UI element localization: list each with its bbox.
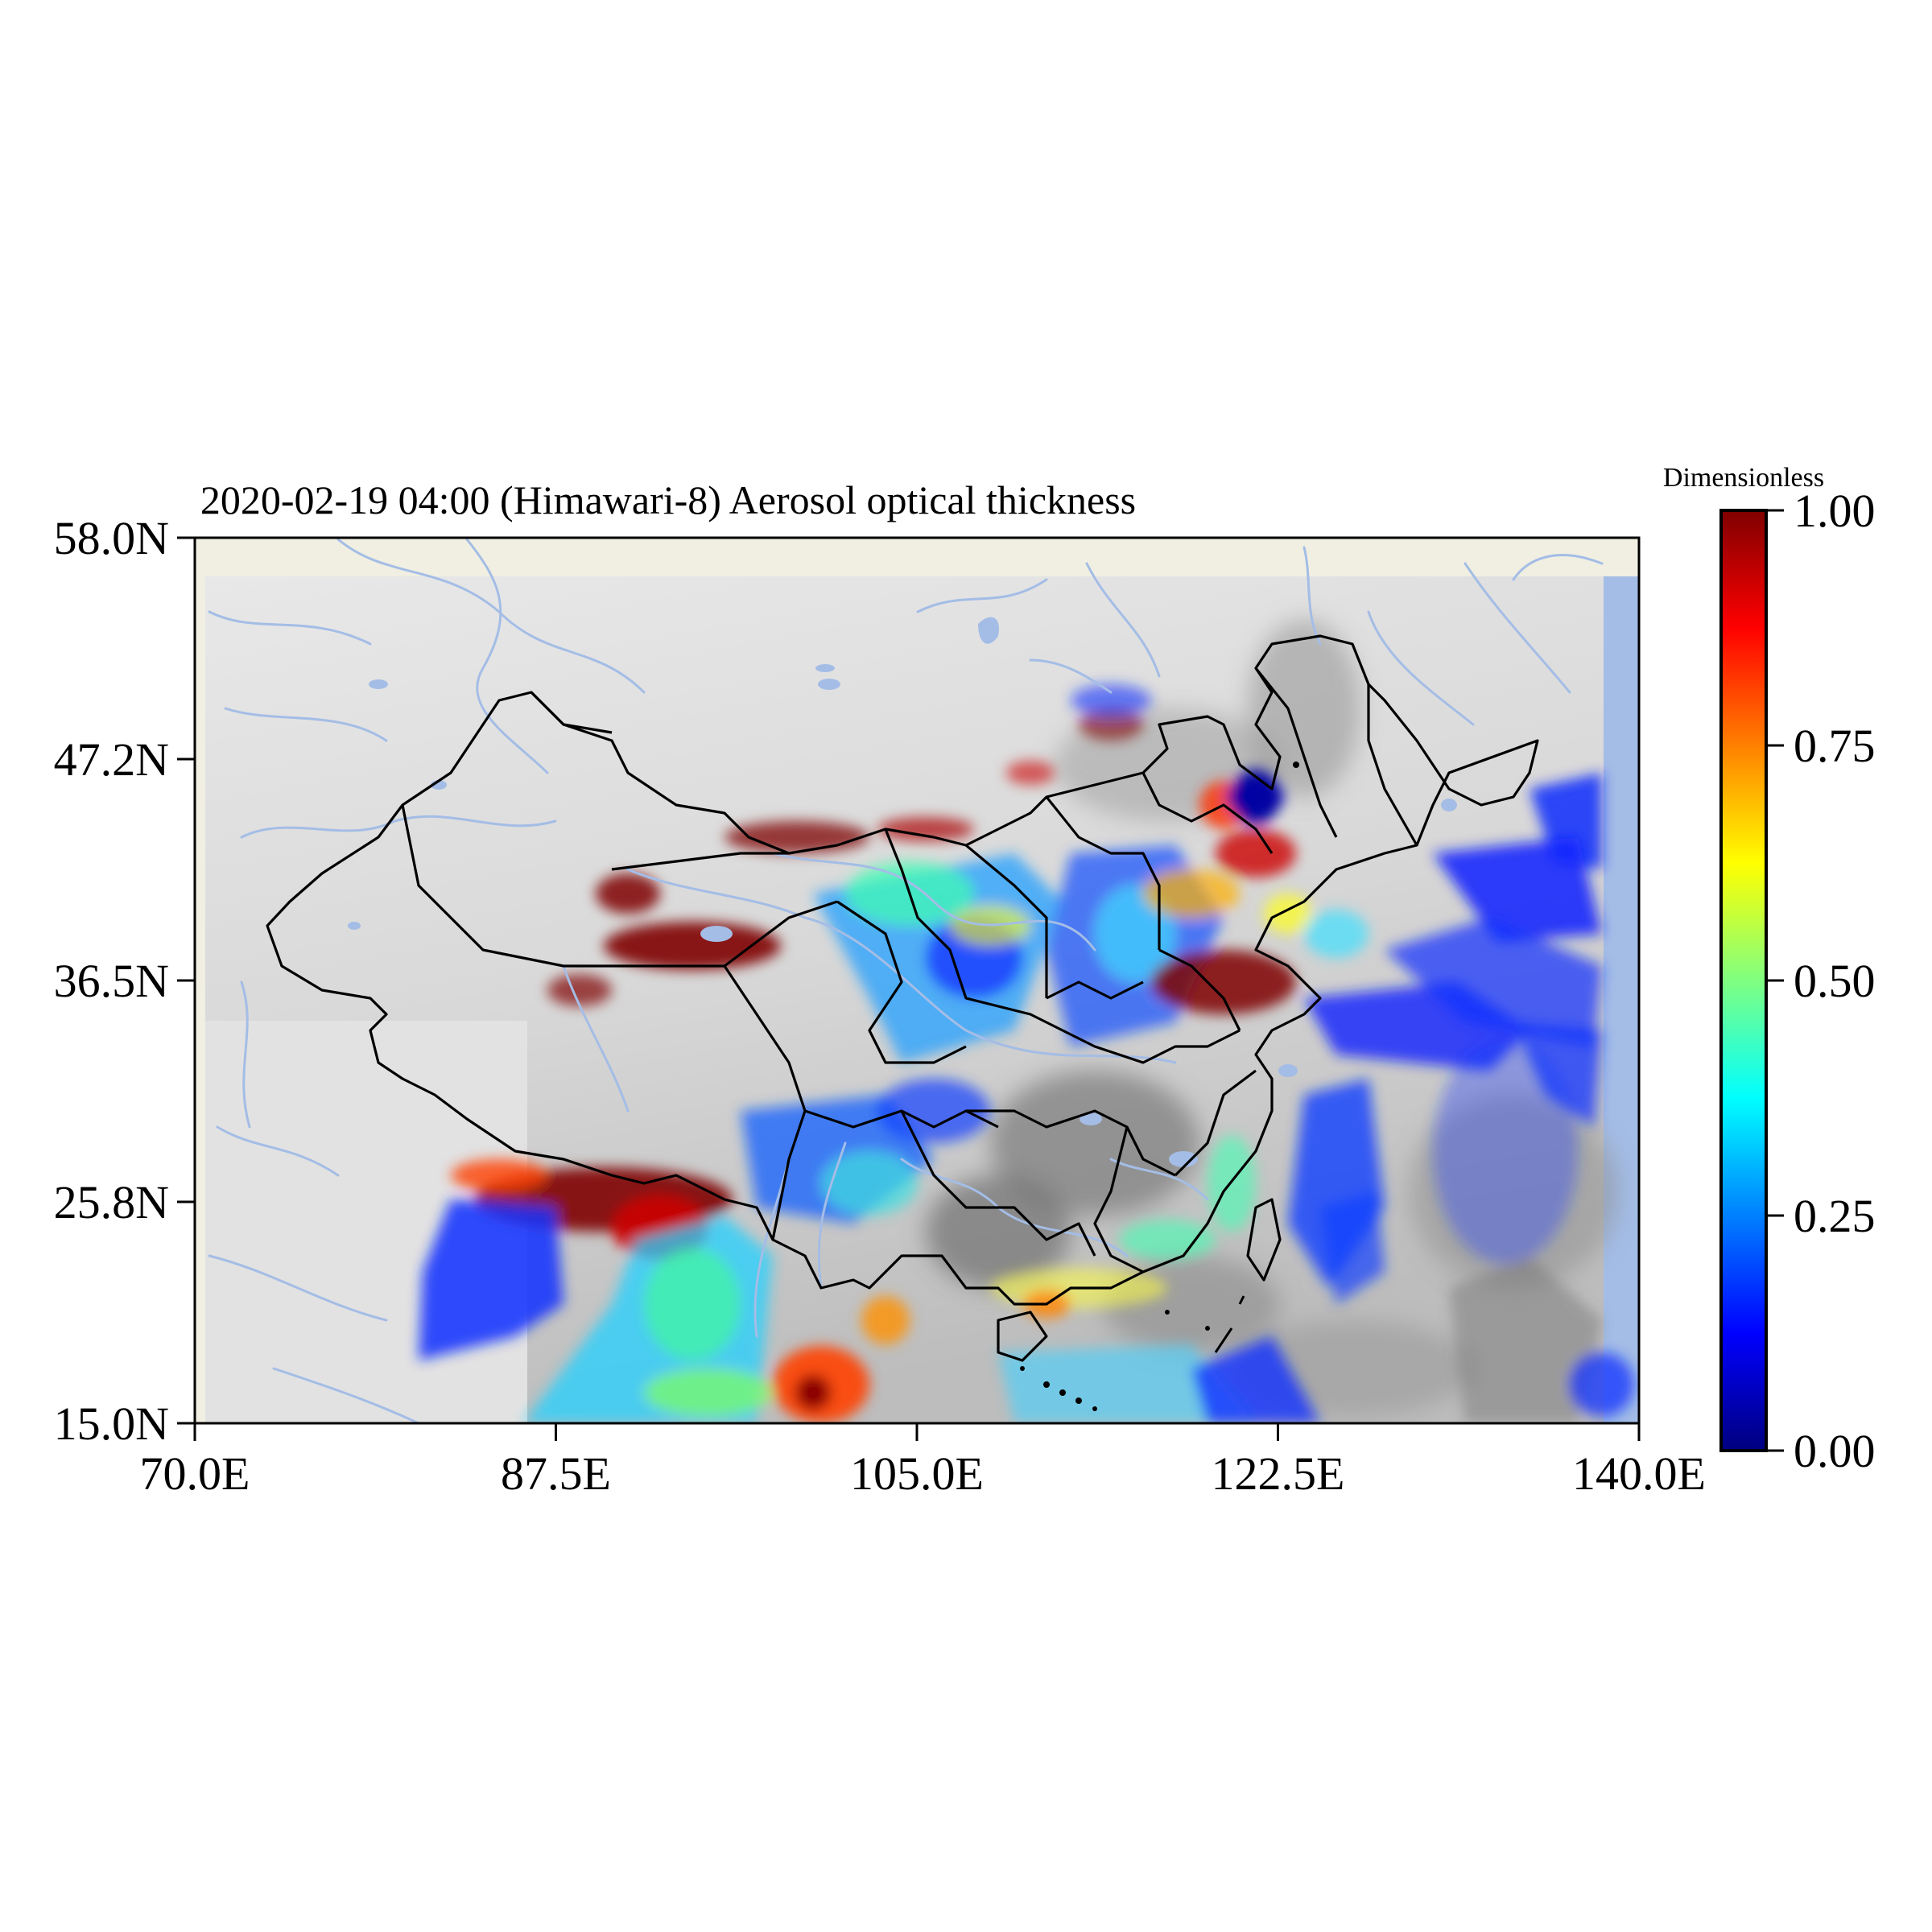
chart-title: 2020-02-19 04:00 (Himawari-8) Aerosol op…	[200, 477, 1136, 522]
lon-tick-label: 122.5E	[1212, 1447, 1345, 1500]
colorbar-tick-label: 0.00	[1794, 1425, 1876, 1477]
lat-tick-label: 47.2N	[54, 733, 169, 786]
aod-overlay	[419, 684, 1634, 1423]
pacific-ocean-east	[1604, 576, 1639, 1423]
aod-region-gansu	[604, 922, 781, 970]
lat-tick-label: 58.0N	[54, 512, 169, 564]
map-plot-area	[195, 538, 1639, 1423]
lakes	[348, 617, 1457, 1167]
lat-tick-label: 15.0N	[54, 1397, 169, 1450]
colorbar-gradient	[1719, 509, 1768, 1452]
colorbar-ticks: 0.00 0.25 0.50 0.75 1.00	[1766, 485, 1876, 1477]
colorbar-unit-label: Dimensionless	[1663, 463, 1824, 493]
lon-tick-label: 70.0E	[140, 1447, 250, 1500]
colorbar-tick-label: 0.75	[1794, 720, 1876, 772]
china-outline	[266, 634, 1539, 1306]
lon-tick-label: 140.0E	[1572, 1447, 1706, 1500]
longitude-axis: 70.0E 87.5E 105.0E 122.5E 140.0E	[140, 1423, 1706, 1500]
lat-tick-label: 25.8N	[54, 1176, 169, 1228]
lon-tick-label: 105.0E	[850, 1447, 984, 1500]
latitude-axis: 58.0N 47.2N 36.5N 25.8N 15.0N	[54, 512, 195, 1450]
hainan-island	[997, 1311, 1048, 1362]
taiwan-island	[1246, 1198, 1282, 1282]
lon-tick-label: 87.5E	[501, 1447, 611, 1500]
province-borders	[266, 634, 1539, 1362]
aod-region-bohai	[1151, 950, 1296, 1014]
colorbar: Dimensionless 0.00 0.25 0.50 0.75 1.00	[1663, 463, 1876, 1477]
colorbar-tick-label: 0.25	[1794, 1190, 1876, 1242]
coastline-dots	[1020, 762, 1299, 1411]
rivers	[208, 538, 1604, 1423]
lat-tick-label: 36.5N	[54, 955, 169, 1007]
colorbar-tick-label: 1.00	[1794, 485, 1876, 537]
colorbar-tick-label: 0.50	[1794, 955, 1876, 1007]
